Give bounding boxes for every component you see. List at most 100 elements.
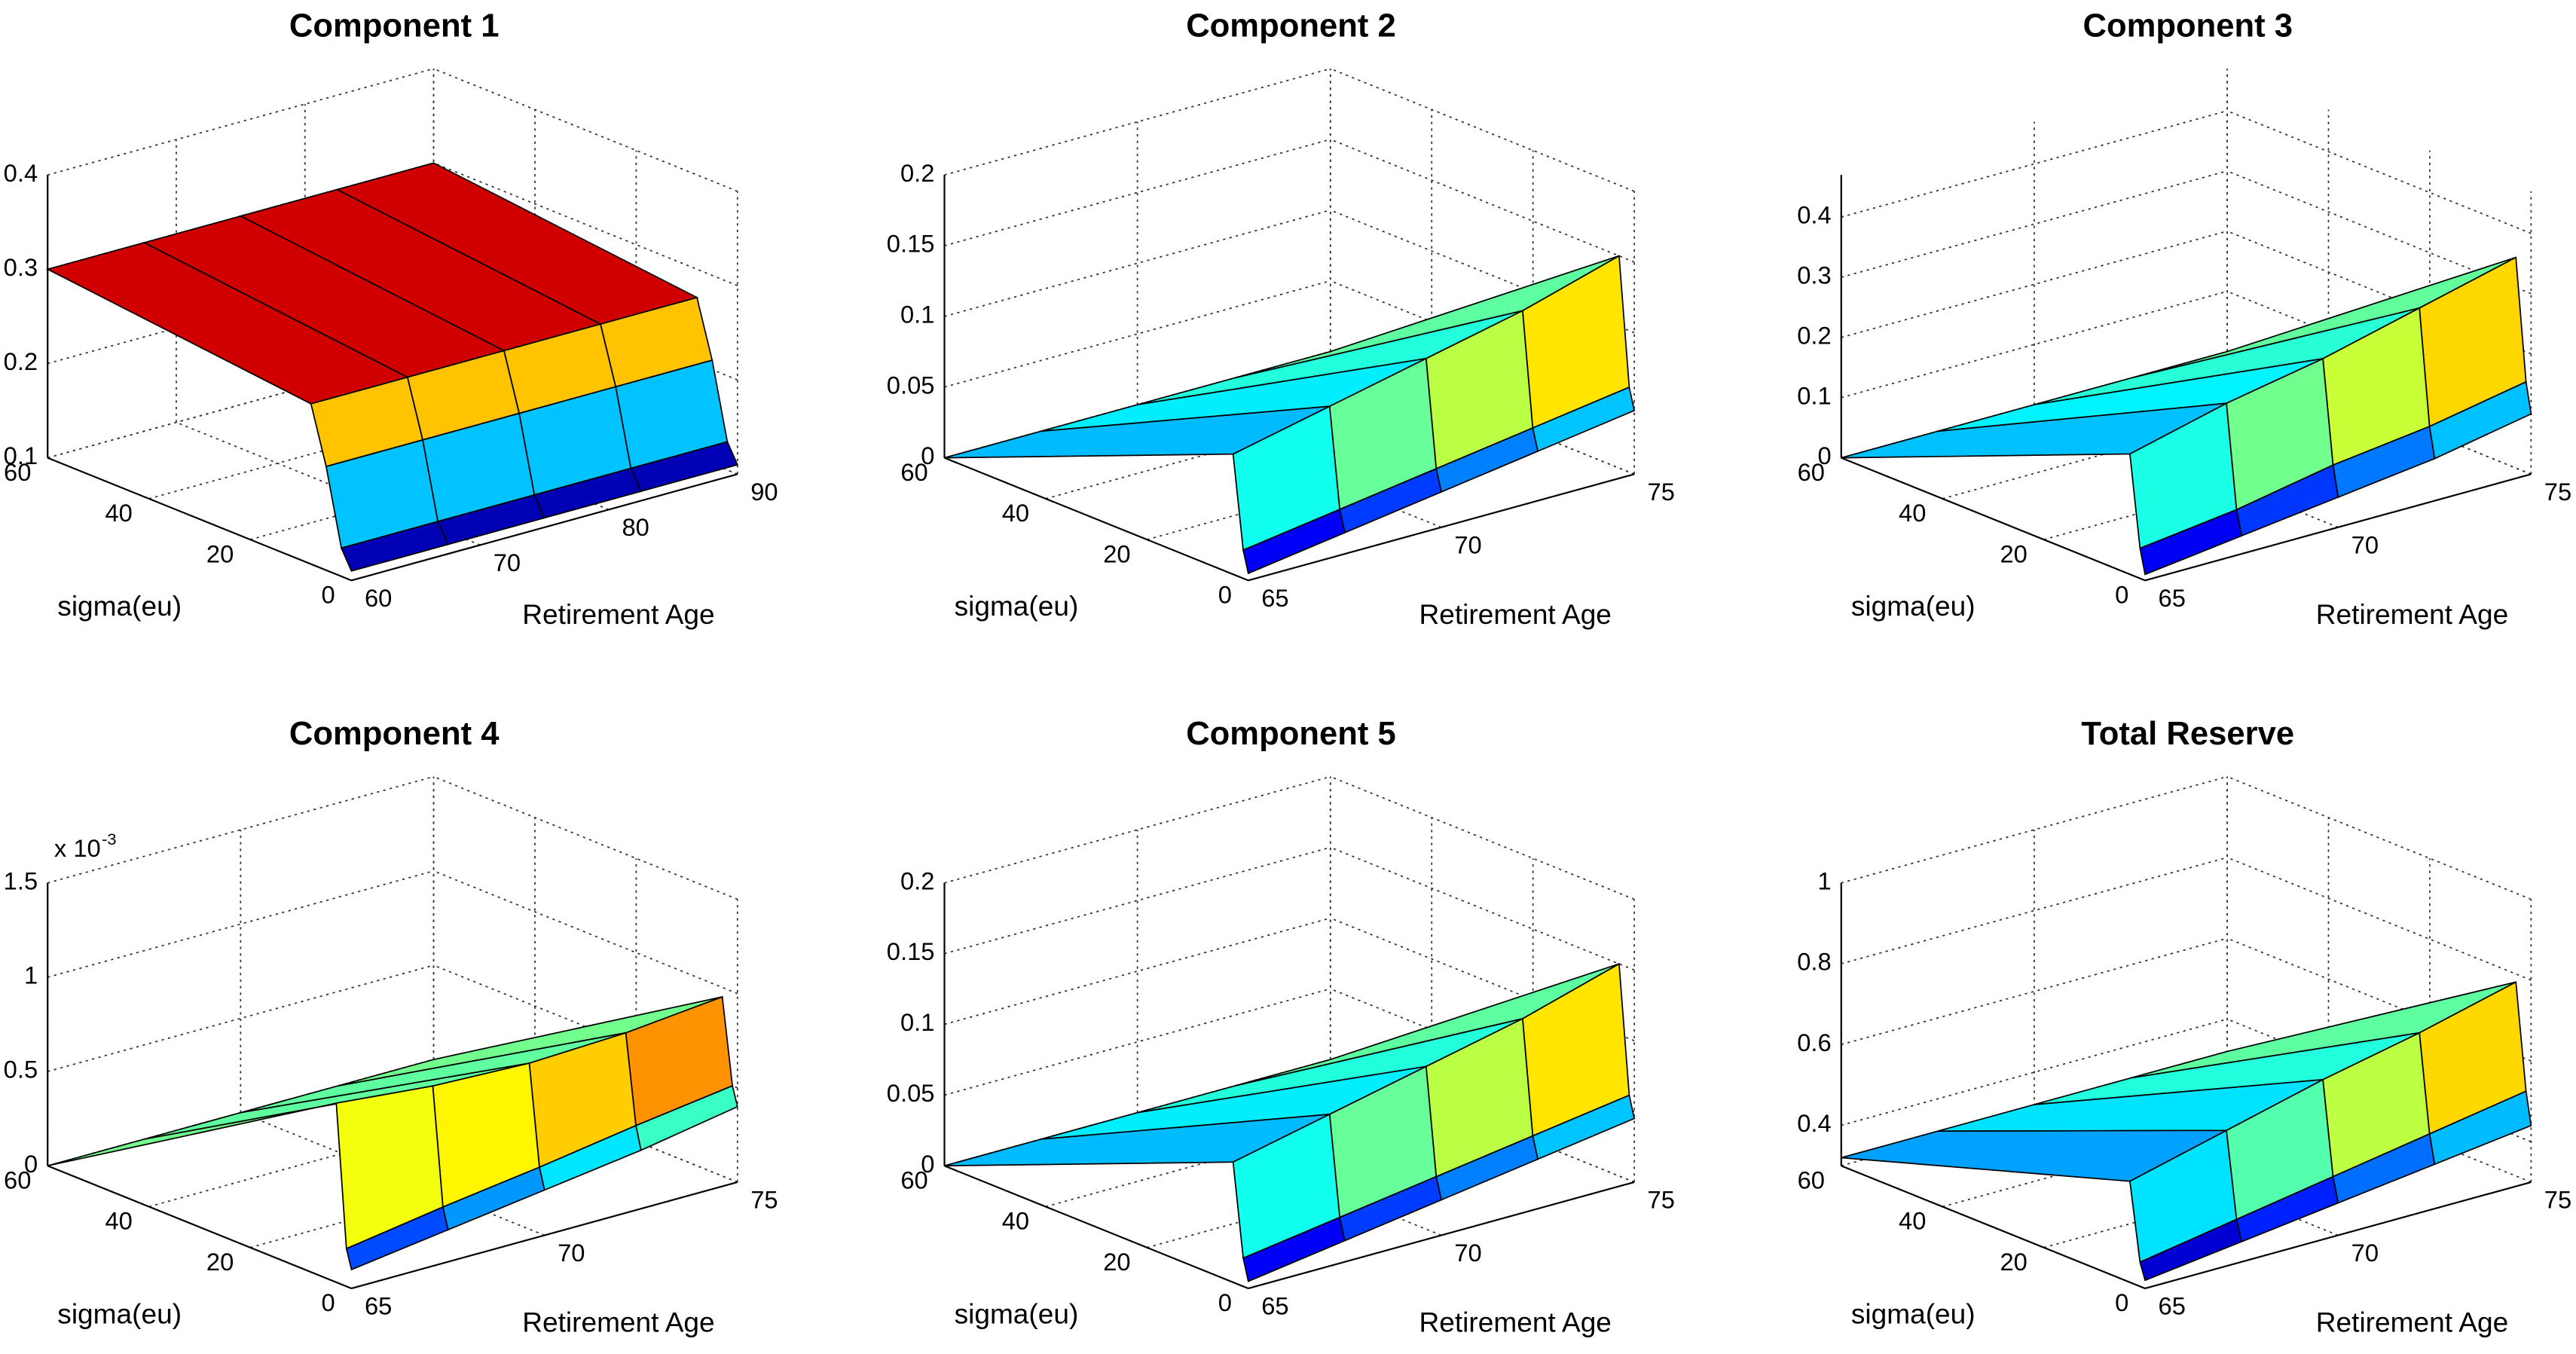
x-tick-label: 70 bbox=[1454, 531, 1481, 559]
z-tick-label: 0.3 bbox=[1797, 261, 1831, 289]
x-tick-label: 70 bbox=[494, 549, 521, 576]
x-tick-label: 70 bbox=[2351, 1239, 2379, 1267]
grid-line bbox=[47, 256, 434, 365]
y-tick-label: 20 bbox=[206, 539, 234, 567]
grid-line bbox=[1330, 139, 1635, 263]
y-tick-label: 40 bbox=[1002, 1207, 1029, 1235]
y-axis-label: sigma(eu) bbox=[57, 1299, 182, 1330]
y-tick-label: 0 bbox=[2115, 1288, 2128, 1316]
x-tick-label: 60 bbox=[365, 584, 392, 612]
grid-line bbox=[1841, 937, 2228, 1046]
y-axis-label: sigma(eu) bbox=[955, 1299, 1079, 1330]
z-tick-label: 0.1 bbox=[900, 1008, 934, 1036]
z-tick-label: 0.2 bbox=[900, 866, 934, 894]
z-tick-label: 1.5 bbox=[4, 866, 38, 894]
y-axis bbox=[47, 1165, 352, 1289]
x-tick-label: 65 bbox=[1261, 1292, 1288, 1320]
grid-line bbox=[1330, 350, 1635, 475]
z-tick-label: 0.05 bbox=[887, 1079, 935, 1107]
chart-title: Component 4 bbox=[289, 716, 500, 752]
z-tick-label: 0.2 bbox=[1797, 322, 1831, 350]
x-tick-label: 70 bbox=[2351, 531, 2379, 559]
y-axis-label: sigma(eu) bbox=[57, 591, 182, 622]
y-axis bbox=[1841, 1165, 2146, 1289]
grid-line bbox=[2226, 1059, 2532, 1183]
z-tick-label: 0.4 bbox=[1797, 1109, 1831, 1137]
y-tick-label: 0 bbox=[322, 581, 335, 609]
x-tick-label: 75 bbox=[2544, 1186, 2571, 1214]
grid-line bbox=[1330, 846, 1635, 971]
chart-title: Component 1 bbox=[289, 8, 500, 44]
y-axis-label: sigma(eu) bbox=[1851, 591, 1976, 622]
z-tick-label: 0.4 bbox=[4, 159, 38, 187]
x-tick-label: 75 bbox=[1648, 478, 1675, 506]
y-tick-label: 60 bbox=[4, 458, 31, 486]
z-tick-label: 0.15 bbox=[887, 230, 935, 258]
z-tick-label: 0.15 bbox=[887, 937, 935, 965]
x-axis bbox=[2144, 473, 2532, 582]
grid-line bbox=[47, 350, 434, 459]
y-tick-label: 60 bbox=[900, 1166, 927, 1194]
z-tick-label: 0.1 bbox=[1797, 381, 1831, 409]
surface-cell bbox=[1242, 1216, 1346, 1282]
x-axis bbox=[351, 1181, 738, 1290]
y-tick-label: 40 bbox=[1899, 1207, 1926, 1235]
surface-cell bbox=[2139, 1218, 2243, 1282]
y-tick-label: 60 bbox=[900, 458, 927, 486]
x-axis bbox=[1248, 1181, 1635, 1290]
x-axis bbox=[351, 473, 738, 582]
y-tick-label: 20 bbox=[2000, 1248, 2027, 1276]
x-tick-label: 70 bbox=[558, 1239, 585, 1267]
z-tick-label: 0.1 bbox=[900, 301, 934, 329]
y-tick-label: 40 bbox=[1899, 499, 1926, 527]
x-tick-label: 65 bbox=[365, 1292, 392, 1320]
grid-line bbox=[433, 775, 738, 900]
x-tick-label: 75 bbox=[2544, 478, 2571, 506]
y-tick-label: 20 bbox=[206, 1248, 234, 1276]
x-axis-label: Retirement Age bbox=[1419, 1307, 1612, 1338]
z-tick-label: 0.3 bbox=[4, 253, 38, 281]
grid-line bbox=[433, 68, 738, 192]
y-axis-label: sigma(eu) bbox=[1851, 1299, 1976, 1330]
surface-cell bbox=[345, 1206, 449, 1271]
x-tick-label: 75 bbox=[1648, 1186, 1675, 1214]
y-axis bbox=[944, 457, 1249, 582]
z-tick-label: 0 bbox=[921, 1150, 934, 1178]
y-tick-label: 0 bbox=[1218, 1288, 1232, 1316]
grid-line bbox=[1147, 432, 1533, 540]
y-tick-label: 40 bbox=[105, 1207, 132, 1235]
y-axis-label: sigma(eu) bbox=[955, 591, 1079, 622]
grid-line bbox=[148, 1099, 536, 1208]
x-axis bbox=[2144, 1181, 2532, 1290]
y-tick-label: 20 bbox=[1103, 1248, 1130, 1276]
grid-line bbox=[1841, 170, 2228, 278]
exponent: -3 bbox=[102, 830, 116, 848]
grid-line bbox=[249, 432, 637, 540]
grid-line bbox=[2226, 775, 2532, 900]
z-tick-label: 0.4 bbox=[1797, 201, 1831, 229]
z-tick-label: 0.8 bbox=[1797, 948, 1831, 976]
grid-line bbox=[240, 1111, 545, 1236]
grid-line bbox=[2226, 110, 2532, 234]
chart-title: Component 2 bbox=[1186, 8, 1396, 44]
z-tick-label: 1 bbox=[24, 961, 38, 989]
grid-line bbox=[944, 917, 1331, 1025]
x-tick-label: 65 bbox=[2159, 1292, 2186, 1320]
grid-line bbox=[47, 68, 434, 176]
grid-line bbox=[1045, 1099, 1432, 1208]
grid-line bbox=[433, 1059, 738, 1183]
grid-line bbox=[433, 162, 738, 286]
x-tick-label: 70 bbox=[1454, 1239, 1481, 1267]
surface-cell bbox=[1242, 508, 1346, 575]
grid-line bbox=[2226, 857, 2532, 981]
z-tick-label: 0 bbox=[24, 1150, 38, 1178]
grid-line bbox=[1841, 110, 2228, 218]
grid-line bbox=[1942, 1099, 2329, 1208]
grid-line bbox=[1841, 857, 2228, 964]
grid-line bbox=[249, 1140, 637, 1249]
